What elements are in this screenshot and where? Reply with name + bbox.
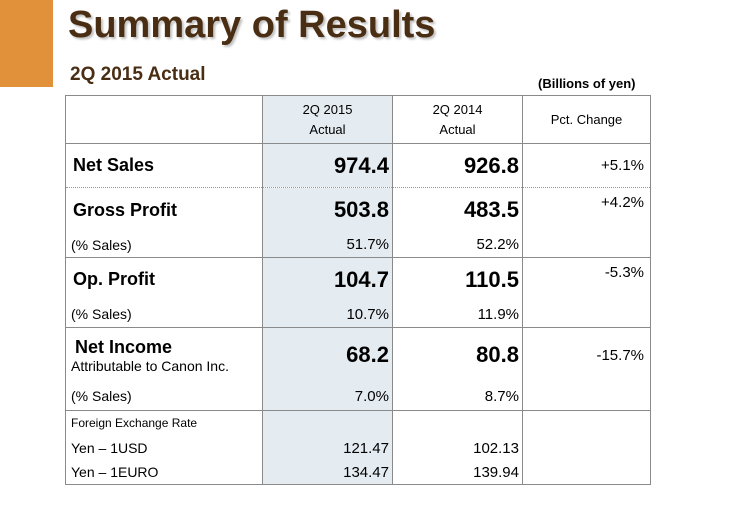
net-sales-2015: 974.4 (262, 143, 393, 188)
gross-profit-label: Gross Profit (65, 187, 263, 233)
gross-profit-pct-row: (% Sales) 51.7% 52.2% (65, 232, 651, 258)
op-profit-pct-empty (522, 301, 651, 328)
gross-profit-2014: 483.5 (392, 187, 523, 233)
net-income-change: -15.7% (522, 327, 651, 383)
op-profit-row: Op. Profit 104.7 110.5 -5.3% (65, 257, 651, 302)
fx-label: Foreign Exchange Rate (65, 410, 263, 436)
fx-euro-change-empty (522, 460, 651, 485)
fx-usd-row: Yen – 1USD 121.47 102.13 (65, 435, 651, 461)
op-profit-pct-row: (% Sales) 10.7% 11.9% (65, 301, 651, 328)
gross-profit-2015: 503.8 (262, 187, 393, 233)
page-title: Summary of Results (68, 4, 436, 46)
fx-title-change-empty (522, 410, 651, 436)
net-income-row: Net Income Attributable to Canon Inc. 68… (65, 327, 651, 383)
units-label: (Billions of yen) (538, 76, 636, 91)
fx-euro-row: Yen – 1EURO 134.47 139.94 (65, 460, 651, 485)
op-profit-label: Op. Profit (65, 257, 263, 302)
accent-bar (0, 0, 53, 87)
header-row: 2Q 2015 Actual 2Q 2014 Actual Pct. Chang… (65, 95, 651, 144)
net-sales-2014: 926.8 (392, 143, 523, 188)
page-subtitle: 2Q 2015 Actual (70, 64, 206, 85)
op-profit-pct-2014: 11.9% (392, 301, 523, 328)
header-pct-change: Pct. Change (522, 95, 651, 144)
net-income-label-cell: Net Income Attributable to Canon Inc. (65, 327, 263, 383)
fx-euro-label: Yen – 1EURO (65, 460, 263, 485)
fx-euro-2014: 139.94 (392, 460, 523, 485)
op-profit-2014: 110.5 (392, 257, 523, 302)
net-income-pct-2014: 8.7% (392, 382, 523, 411)
net-sales-label: Net Sales (65, 143, 263, 188)
fx-title-row: Foreign Exchange Rate (65, 410, 651, 436)
op-profit-pct-label: (% Sales) (65, 301, 263, 328)
gross-profit-row: Gross Profit 503.8 483.5 +4.2% (65, 187, 651, 233)
gross-profit-pct-label: (% Sales) (65, 232, 263, 258)
gross-profit-change: +4.2% (522, 187, 651, 233)
header-2q2015: 2Q 2015 Actual (262, 95, 393, 144)
fx-title-2015-empty (262, 410, 393, 436)
net-income-pct-2015: 7.0% (262, 382, 393, 411)
net-sales-change: +5.1% (522, 143, 651, 188)
fx-usd-label: Yen – 1USD (65, 435, 263, 461)
gross-profit-pct-2014: 52.2% (392, 232, 523, 258)
fx-usd-2015: 121.47 (262, 435, 393, 461)
net-income-pct-row: (% Sales) 7.0% 8.7% (65, 382, 651, 411)
gross-profit-pct-2015: 51.7% (262, 232, 393, 258)
fx-euro-2015: 134.47 (262, 460, 393, 485)
net-income-sublabel: Attributable to Canon Inc. (71, 357, 229, 374)
net-income-pct-empty (522, 382, 651, 411)
net-income-2014: 80.8 (392, 327, 523, 383)
op-profit-pct-2015: 10.7% (262, 301, 393, 328)
header-2q2014: 2Q 2014 Actual (392, 95, 523, 144)
op-profit-2015: 104.7 (262, 257, 393, 302)
fx-usd-2014: 102.13 (392, 435, 523, 461)
gross-profit-pct-empty (522, 232, 651, 258)
net-income-pct-label: (% Sales) (65, 382, 263, 411)
net-income-label: Net Income (75, 336, 173, 357)
results-table: 2Q 2015 Actual 2Q 2014 Actual Pct. Chang… (65, 95, 651, 485)
fx-usd-change-empty (522, 435, 651, 461)
net-sales-row: Net Sales 974.4 926.8 +5.1% (65, 143, 651, 188)
fx-title-2014-empty (392, 410, 523, 436)
net-income-2015: 68.2 (262, 327, 393, 383)
header-blank-cell (65, 95, 263, 144)
op-profit-change: -5.3% (522, 257, 651, 302)
